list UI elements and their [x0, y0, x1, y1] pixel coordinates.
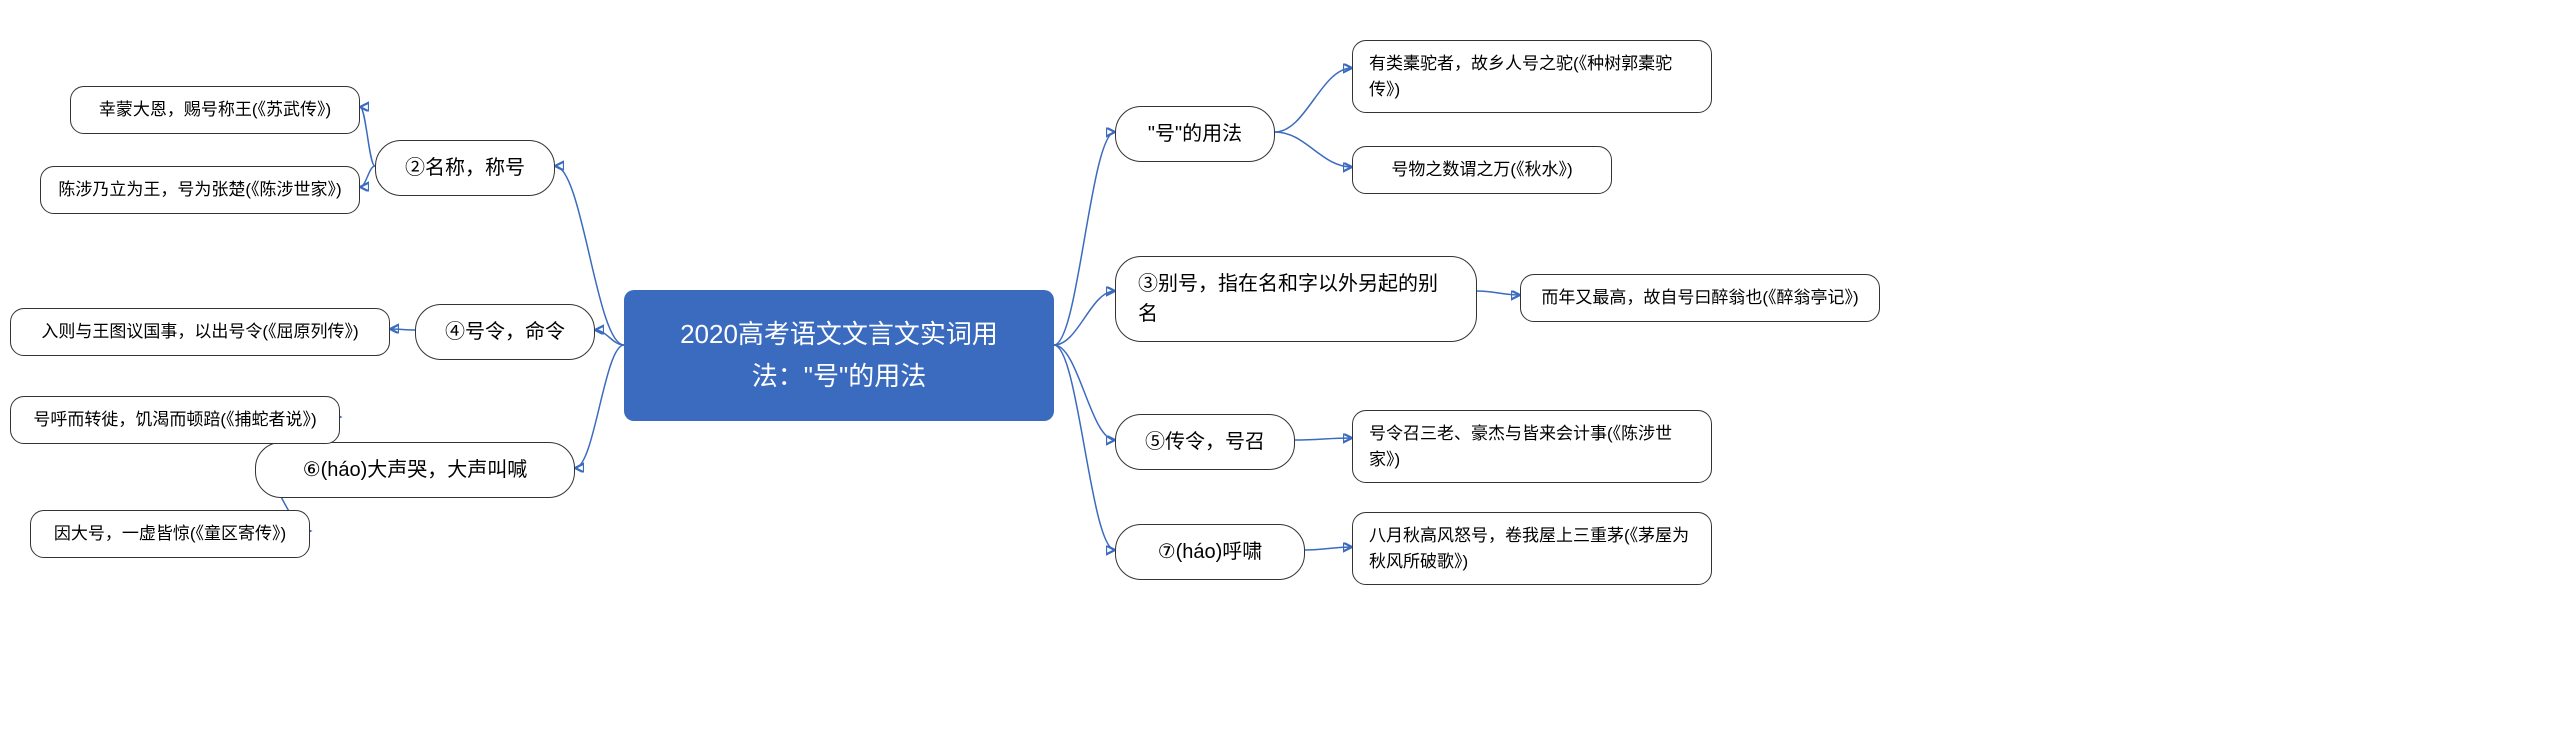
root-node: 2020高考语文文言文实词用法："号"的用法: [624, 290, 1054, 421]
branch-howl: ⑦(háo)呼啸: [1115, 524, 1305, 580]
leaf-example: 号令召三老、豪杰与皆来会计事(《陈涉世家》): [1352, 410, 1712, 483]
leaf-example: 号呼而转徙，饥渴而顿踣(《捕蛇者说》): [10, 396, 340, 444]
leaf-example: 八月秋高风怒号，卷我屋上三重茅(《茅屋为秋风所破歌》): [1352, 512, 1712, 585]
leaf-example: 而年又最高，故自号曰醉翁也(《醉翁亭记》): [1520, 274, 1880, 322]
branch-name-title: ②名称，称号: [375, 140, 555, 196]
leaf-example: 因大号，一虚皆惊(《童区寄传》): [30, 510, 310, 558]
leaf-example: 陈涉乃立为王，号为张楚(《陈涉世家》): [40, 166, 360, 214]
branch-alias: ③别号，指在名和字以外另起的别名: [1115, 256, 1477, 342]
branch-summon: ⑤传令，号召: [1115, 414, 1295, 470]
leaf-example: 号物之数谓之万(《秋水》): [1352, 146, 1612, 194]
branch-hao-usage: "号"的用法: [1115, 106, 1275, 162]
connector-layer: [0, 0, 2560, 736]
leaf-example: 幸蒙大恩，赐号称王(《苏武传》): [70, 86, 360, 134]
branch-order-command: ④号令，命令: [415, 304, 595, 360]
branch-cry-shout: ⑥(háo)大声哭，大声叫喊: [255, 442, 575, 498]
leaf-example: 入则与王图议国事，以出号令(《屈原列传》): [10, 308, 390, 356]
leaf-example: 有类橐驼者，故乡人号之驼(《种树郭橐驼传》): [1352, 40, 1712, 113]
